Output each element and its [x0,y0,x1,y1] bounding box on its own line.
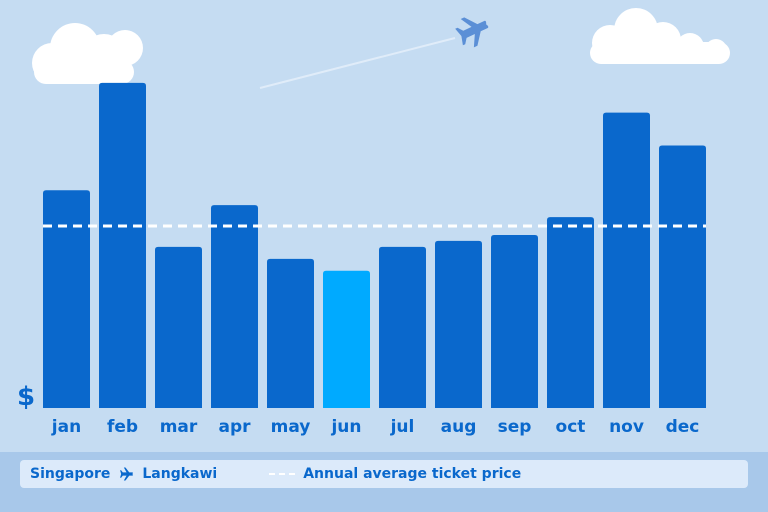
bar-aug [435,240,482,408]
bar-nov [603,112,650,409]
x-tick-label-oct: oct [556,417,586,437]
airplane-icon [455,17,489,48]
x-tick-label-jan: jan [51,417,81,437]
bar-jan [43,190,90,408]
bar-jun [323,270,370,408]
x-tick-label-jul: jul [390,417,415,437]
contrail [259,37,456,89]
legend: Singapore Langkawi Annual average ticket… [20,460,748,488]
x-tick-label-dec: dec [666,417,700,437]
origin-label: Singapore [30,466,111,482]
x-tick-label-apr: apr [218,417,251,437]
bar-apr [211,205,258,408]
destination-label: Langkawi [142,466,218,482]
bars-group [43,82,706,409]
x-tick-label-jun: jun [330,417,361,437]
bar-chart: jan feb mar apr may jun jul aug sep oct nov dec $ [17,8,730,437]
cloud-icon [590,8,730,64]
x-tick-label-may: may [271,417,311,437]
x-tick-label-nov: nov [609,417,644,437]
average-legend: Annual average ticket price [269,466,521,482]
bar-dec [659,145,706,408]
x-tick-label-sep: sep [498,417,532,437]
bar-may [267,258,314,408]
airplane-icon [117,467,135,481]
average-legend-label: Annual average ticket price [303,466,522,482]
currency-axis-label: $ [17,382,35,412]
x-tick-label-aug: aug [441,417,477,437]
x-tick-label-feb: feb [107,417,138,437]
bar-oct [547,217,594,408]
month-labels: jan feb mar apr may jun jul aug sep oct nov dec [51,417,700,437]
cloud-icon [32,23,143,84]
bar-jul [379,246,426,408]
bar-mar [155,246,202,408]
bar-feb [99,82,146,409]
dashed-line-swatch [269,472,296,476]
bar-sep [491,234,538,408]
route-legend: Singapore Langkawi [30,466,217,482]
x-tick-label-mar: mar [160,417,198,437]
